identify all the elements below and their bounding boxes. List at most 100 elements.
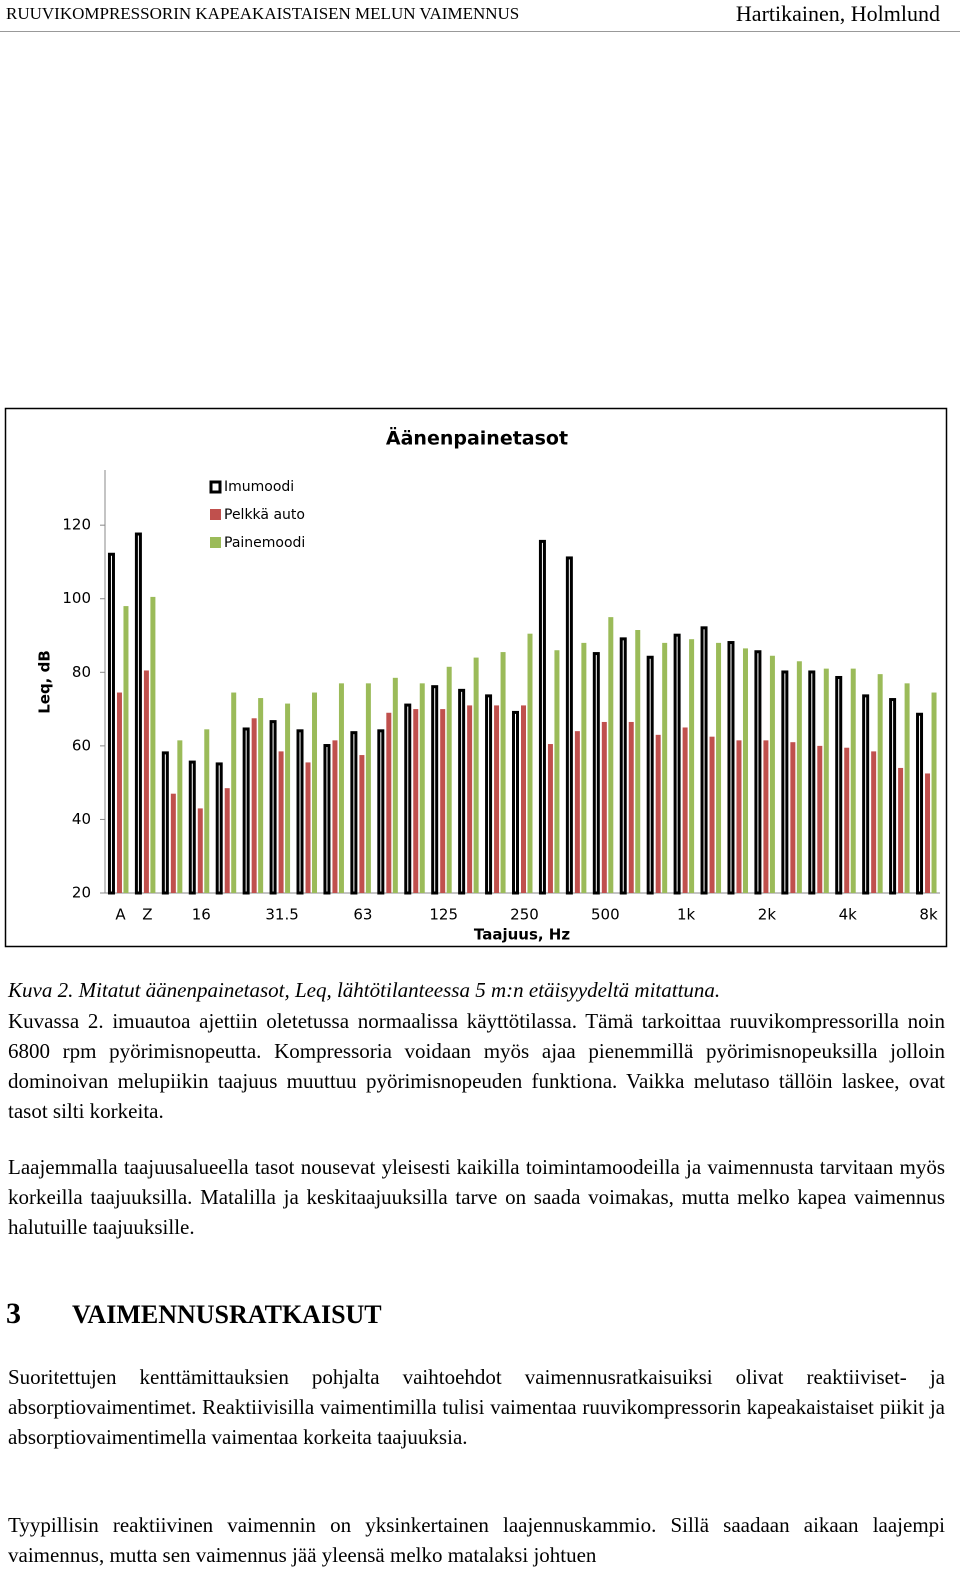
bar (177, 740, 183, 893)
bar (925, 773, 931, 893)
section-title: VAIMENNUSRATKAISUT (72, 1300, 382, 1329)
bar (458, 688, 466, 895)
bar (296, 729, 304, 895)
bar (581, 642, 587, 893)
y-axis-label: Leq, dB (36, 650, 54, 714)
bar (332, 740, 338, 893)
bar (116, 692, 122, 893)
bar (554, 650, 560, 893)
bar (431, 685, 439, 895)
bar (512, 710, 519, 895)
bar (662, 642, 668, 893)
x-tick-label: 250 (510, 906, 539, 924)
bar (359, 755, 365, 893)
bar (628, 721, 634, 893)
bar (736, 740, 742, 893)
legend-label: Painemoodi (224, 535, 305, 551)
bar (850, 668, 856, 893)
bar (278, 751, 284, 893)
bar (727, 641, 735, 895)
bar (467, 705, 473, 893)
bar (574, 731, 580, 893)
chart-title: Äänenpainetasot (386, 426, 568, 450)
bar (485, 694, 493, 895)
bar (107, 552, 115, 895)
paragraph: Suoritettujen kenttämittauksien pohjalta… (8, 1365, 945, 1449)
bar (440, 709, 446, 893)
chart: Äänenpainetasot Taajuus, Hz Leq, dB 20 40… (4, 407, 948, 948)
y-tick-label: 80 (72, 663, 91, 681)
bar (871, 751, 877, 893)
bar (251, 718, 257, 893)
section-number: 3 (6, 1297, 21, 1330)
x-tick-label: 8k (919, 906, 938, 924)
bar (404, 703, 412, 895)
bar (700, 626, 708, 895)
x-tick-label: 4k (839, 906, 858, 924)
bar (215, 762, 223, 895)
legend-swatch (210, 537, 221, 548)
bar (898, 767, 904, 893)
bar (682, 727, 688, 893)
bar (285, 703, 291, 893)
figure-caption: Kuva 2. Mitatut äänenpainetasot, Leq, lä… (8, 978, 721, 1002)
bar (170, 793, 176, 893)
bar (862, 694, 870, 895)
bar (123, 606, 129, 893)
bar (635, 630, 641, 893)
bar (565, 556, 573, 895)
bar (619, 637, 627, 895)
header-left: RUUVIKOMPRESSORIN KAPEAKAISTAISEN MELUN … (6, 4, 520, 23)
bar (763, 740, 769, 893)
x-axis-label: Taajuus, Hz (474, 926, 570, 944)
bar (754, 650, 762, 895)
x-tick-label: 31.5 (265, 906, 298, 924)
bar (269, 720, 277, 895)
bar (931, 692, 937, 893)
bar (350, 731, 358, 895)
bar (312, 692, 318, 893)
bar (204, 729, 210, 893)
bar (742, 648, 748, 893)
bar (224, 788, 230, 893)
bar (844, 747, 850, 893)
bar (835, 675, 843, 895)
bar (689, 639, 695, 893)
bar (258, 698, 264, 893)
bar (134, 532, 142, 895)
paragraph: Kuvassa 2. imuautoa ajettiin oletetussa … (8, 1009, 945, 1123)
x-tick-label: 500 (591, 906, 620, 924)
bar (413, 709, 419, 893)
bar (538, 539, 546, 895)
bar (242, 727, 250, 895)
bar (338, 683, 344, 893)
bar (197, 808, 203, 893)
bar (673, 633, 681, 895)
bar (601, 721, 607, 893)
bar (527, 633, 533, 893)
bar (769, 655, 775, 893)
paragraph: Laajemmalla taajuusalueella tasot nousev… (8, 1155, 945, 1239)
y-tick-label: 100 (62, 589, 91, 607)
bar (446, 666, 452, 893)
bar (655, 734, 661, 893)
x-tick-label: 125 (429, 906, 458, 924)
y-tick-label: 60 (72, 736, 91, 754)
bar (323, 744, 331, 895)
bar (161, 751, 169, 895)
bar (592, 652, 600, 895)
legend-label: Pelkkä auto (224, 507, 305, 523)
header-rule (0, 31, 960, 32)
bar (231, 692, 237, 893)
legend-swatch (209, 480, 222, 494)
header-right: Hartikainen, Holmlund (735, 1, 940, 26)
bar (392, 677, 398, 893)
x-tick-label: 63 (353, 906, 372, 924)
bar (889, 698, 897, 895)
bar (419, 683, 425, 893)
legend-swatch (210, 509, 221, 520)
bar (790, 742, 796, 893)
bar (817, 745, 823, 893)
bar (377, 729, 385, 895)
bar (547, 744, 553, 893)
